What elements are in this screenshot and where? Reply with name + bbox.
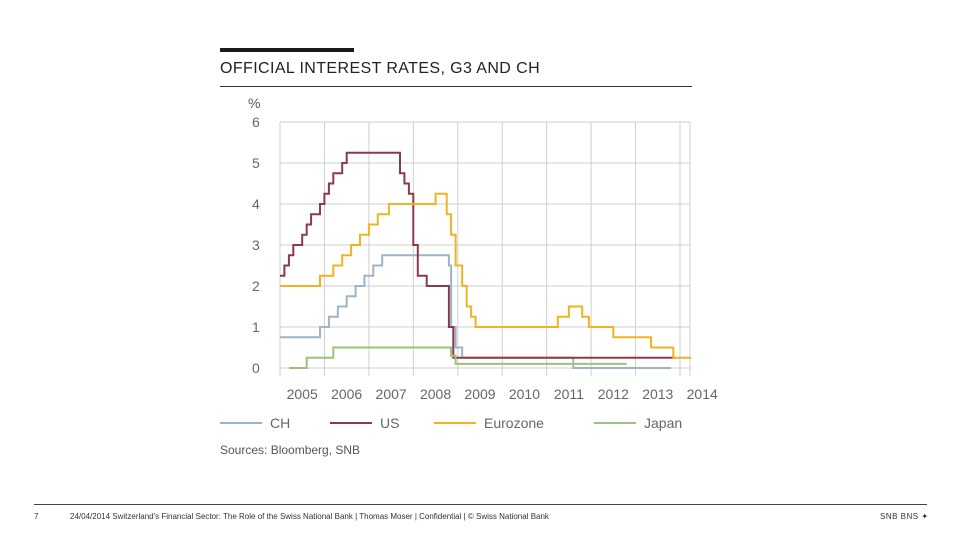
x-tick-label: 2006 (331, 386, 362, 402)
y-tick-label: 1 (252, 319, 260, 335)
legend-label-eurozone: Eurozone (484, 415, 544, 431)
title-accent-bar (220, 48, 354, 52)
snb-logo: SNB BNS ✦ (880, 512, 929, 521)
y-tick-label: 3 (252, 237, 260, 253)
y-tick-label: 6 (252, 114, 260, 130)
y-tick-label: 5 (252, 155, 260, 171)
source-note: Sources: Bloomberg, SNB (220, 443, 361, 457)
footer-text: 24/04/2014 Switzerland's Financial Secto… (70, 512, 549, 521)
y-axis-label: % (248, 95, 260, 111)
x-tick-label: 2010 (509, 386, 540, 402)
x-axis-ticks: 2005 2006 2007 2008 2009 2010 2011 2012 2013 2014 (287, 386, 718, 402)
chart-legend: CH US Eurozone Japan (220, 415, 682, 431)
x-tick-label: 2011 (554, 386, 584, 402)
y-axis-ticks: 0 1 2 3 4 5 6 (252, 114, 260, 376)
x-tick-label: 2007 (376, 386, 407, 402)
legend-label-ch: CH (270, 415, 290, 431)
x-tick-label: 2013 (642, 386, 673, 402)
page-number: 7 (34, 512, 39, 521)
x-tick-label: 2008 (420, 386, 451, 402)
series-line-japan (288, 346, 627, 369)
y-tick-label: 2 (252, 278, 260, 294)
title-divider (220, 86, 692, 87)
x-tick-label: 2009 (464, 386, 495, 402)
series-line-us (280, 151, 676, 359)
chart-title: OFFICIAL INTEREST RATES, G3 AND CH (220, 60, 541, 77)
y-tick-label: 4 (252, 196, 260, 212)
x-tick-label: 2014 (687, 386, 718, 402)
footer-divider (34, 504, 927, 505)
x-tick-label: 2012 (598, 386, 629, 402)
y-tick-label: 0 (252, 360, 260, 376)
series-line-ch (280, 254, 672, 369)
legend-label-japan: Japan (644, 415, 682, 431)
legend-label-us: US (380, 415, 399, 431)
series-line-eurozone (280, 192, 692, 359)
chart-grid (279, 121, 691, 376)
x-tick-label: 2005 (287, 386, 318, 402)
chart-series (280, 151, 692, 369)
